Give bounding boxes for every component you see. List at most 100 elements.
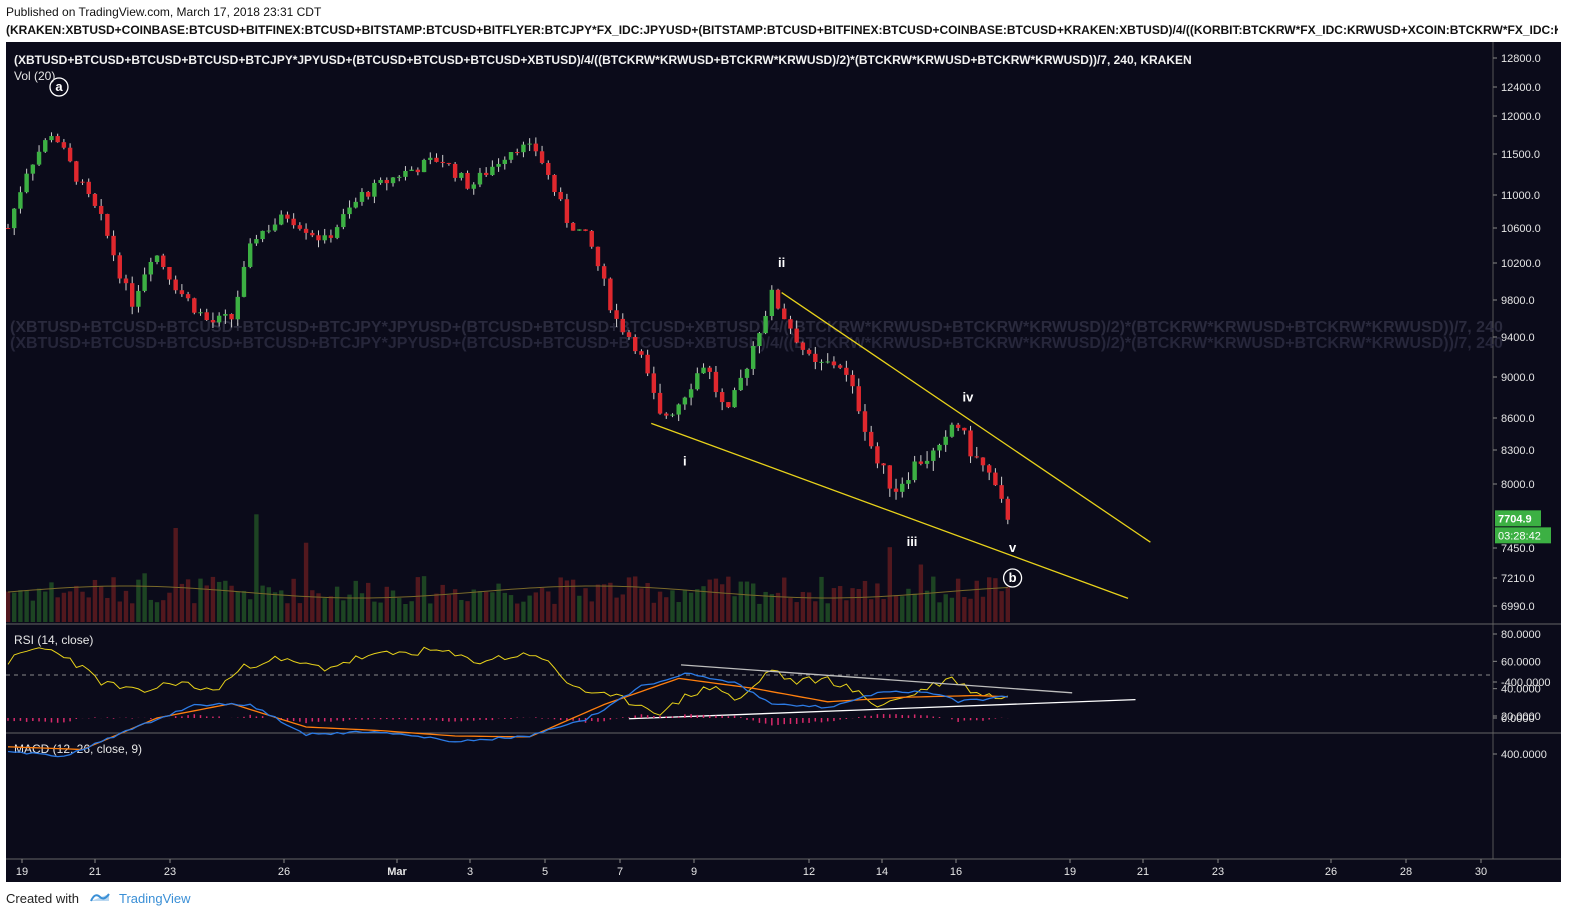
volume-bar [875, 583, 880, 622]
candle-body [24, 173, 29, 193]
created-with-label: Created with [6, 891, 79, 906]
candle-body [744, 368, 750, 378]
candle-body [769, 289, 775, 317]
candle-body [6, 228, 11, 229]
candle-body [651, 373, 657, 393]
candle-body [831, 361, 837, 366]
candle-body [136, 290, 141, 307]
volume-bar [49, 582, 54, 622]
candle-body [875, 446, 880, 464]
candle-body [657, 392, 663, 414]
volume-bar [353, 580, 358, 622]
candle-body [365, 192, 371, 197]
symbol-full-title: (KRAKEN:XBTUSD+COINBASE:BTCUSD+BITFINEX:… [6, 23, 1558, 37]
candle-body [620, 318, 625, 333]
x-axis-label: 3 [467, 866, 473, 878]
candle-body [459, 172, 464, 178]
volume-bar [36, 588, 42, 622]
volume-bar [595, 584, 601, 622]
candle-body [421, 159, 427, 173]
candle-body [800, 342, 806, 350]
x-axis-label: 21 [1137, 866, 1149, 878]
candle-body [688, 389, 694, 398]
candle-body [539, 151, 545, 163]
volume-bar [757, 603, 762, 622]
volume-bar [403, 603, 408, 622]
candle-body [328, 235, 334, 238]
x-axis-label: 26 [1325, 866, 1337, 878]
volume-bar [862, 580, 868, 622]
volume-bar [521, 601, 526, 622]
candle-body [434, 157, 439, 162]
footer: Created with TradingView [6, 891, 191, 906]
volume-bar [868, 599, 874, 622]
tradingview-brand-link[interactable]: TradingView [118, 891, 191, 906]
candle-body [260, 230, 265, 240]
macd-axis-label: 0.0000 [1501, 713, 1535, 725]
candle-body [285, 214, 290, 219]
candle-body [452, 163, 458, 178]
price-axis-label: 12800.0 [1501, 53, 1541, 65]
volume-bar [676, 602, 681, 622]
volume-bar [775, 592, 781, 622]
wave-label-i: i [683, 453, 687, 468]
volume-bar [235, 591, 240, 622]
volume-bar [533, 592, 539, 622]
volume-bar [955, 578, 961, 622]
volume-bar [310, 590, 315, 622]
volume-bar [589, 601, 594, 622]
candle-body [272, 224, 278, 231]
candle-body [993, 472, 998, 486]
candle-body [185, 294, 191, 299]
candle-body [409, 169, 414, 171]
candle-body [601, 266, 607, 279]
candle-body [962, 427, 967, 431]
x-axis-label: 23 [164, 866, 176, 878]
volume-bar [912, 593, 917, 622]
volume-bar [819, 576, 824, 622]
candle-body [893, 488, 899, 492]
candle-body [664, 413, 669, 416]
candle-body [440, 161, 445, 163]
candle-body [850, 374, 855, 387]
volume-bar [322, 598, 327, 622]
volume-label: Vol (20) [14, 69, 55, 83]
candle-body [986, 465, 992, 473]
rsi-trendline [628, 698, 1136, 720]
x-axis-label: 9 [691, 866, 697, 878]
candle-body [701, 367, 706, 374]
volume-bar [893, 595, 899, 622]
candle-body [912, 461, 917, 481]
volume-bar [55, 597, 60, 622]
x-axis-label: 19 [1064, 866, 1076, 878]
volume-bar [726, 576, 731, 622]
volume-bar [719, 584, 725, 622]
price-axis-label: 9400.0 [1501, 332, 1535, 344]
rsi-axis-label: 80.0000 [1501, 629, 1541, 641]
candle-body [266, 230, 272, 232]
candle-body [900, 483, 905, 492]
volume-bar [850, 588, 855, 622]
candle-body [707, 367, 712, 372]
candle-body [359, 192, 365, 202]
candle-body [247, 243, 253, 267]
volume-bar [43, 591, 48, 622]
volume-bar [334, 586, 340, 622]
chart-container[interactable]: 12800.0 12400.0 12000.0 11500.0 11000.0 10600… [6, 42, 1561, 882]
last-price-badge [1495, 510, 1541, 527]
volume-bar [12, 592, 17, 622]
price-axis-label: 12400.0 [1501, 82, 1541, 94]
candle-body [117, 255, 122, 279]
candle-body [86, 181, 91, 194]
volume-bar [751, 583, 756, 622]
candle-body [241, 266, 247, 297]
price-axis-label: 10200.0 [1501, 258, 1541, 270]
candle-body [974, 456, 979, 458]
volume-bar [483, 591, 489, 622]
candle-body [490, 166, 495, 176]
volume-bar [769, 594, 775, 622]
candle-body [279, 214, 284, 225]
chart-svg[interactable]: 12800.0 12400.0 12000.0 11500.0 11000.0 10600… [6, 42, 1561, 882]
candle-body [825, 361, 830, 363]
volume-bar [142, 573, 147, 622]
